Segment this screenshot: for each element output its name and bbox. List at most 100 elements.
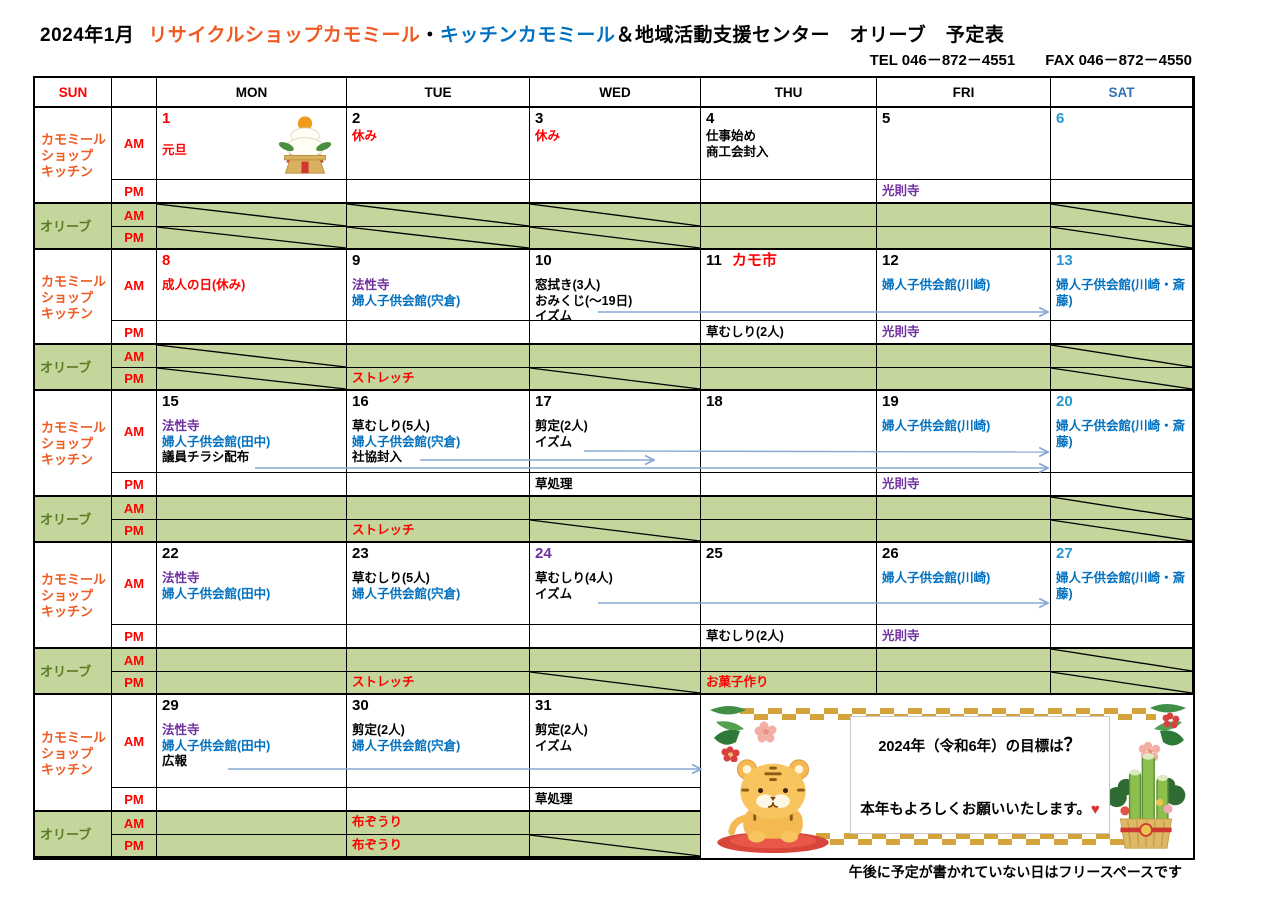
plum-blossom-red xyxy=(721,746,740,762)
page-title: 2024年1月 リサイクルショップカモミール・キッチンカモミール＆地域活動支援セン… xyxy=(40,20,1004,47)
schedule-entry: 剪定(2人) xyxy=(535,419,588,433)
tag-olive-pm: PM xyxy=(112,227,157,250)
closed-slash xyxy=(1051,368,1192,389)
header-THU: THU xyxy=(701,78,877,108)
day-number: 5 xyxy=(882,110,891,127)
w5-am-tue: 30 剪定(2人) 婦人子供会館(宍倉) xyxy=(347,695,530,788)
w1-pm-fri: 光則寺 xyxy=(877,180,1051,204)
w1-am-mon: 1 元旦 xyxy=(157,108,347,180)
schedule-entry: 婦人子供会館(宍倉) xyxy=(352,738,461,753)
w4-olive-am-tue xyxy=(347,649,530,672)
day-number: 8 xyxy=(162,252,171,269)
header-MON: MON xyxy=(157,78,347,108)
kagami-mochi-illustration xyxy=(278,116,332,174)
day-number: 19 xyxy=(882,393,899,410)
schedule-entry: 光則寺 xyxy=(882,184,920,198)
schedule-entry: 休み xyxy=(535,129,561,143)
w2-olive-pm-thu xyxy=(701,368,877,391)
closed-slash xyxy=(347,227,529,248)
tag-olive-am: AM xyxy=(112,649,157,672)
schedule-entry: 剪定(2人) xyxy=(535,723,588,737)
day-number: 30 xyxy=(352,697,369,714)
closed-slash xyxy=(530,227,700,248)
closed-slash xyxy=(157,227,346,248)
w1-pm-thu xyxy=(701,180,877,204)
schedule-entry: イズム xyxy=(535,434,573,449)
w3-olive-am-mon xyxy=(157,497,347,520)
day-number: 25 xyxy=(706,545,723,562)
closed-slash xyxy=(1051,520,1192,541)
tag-pm: PM xyxy=(112,180,157,204)
w1-olive-pm-thu xyxy=(701,227,877,250)
schedule-entry: 法性寺 xyxy=(162,571,200,585)
schedule-entry: 婦人子供会館(川崎) xyxy=(882,419,991,433)
w1-olive-pm-sat xyxy=(1051,227,1193,250)
day-number: 10 xyxy=(535,252,552,269)
schedule-entry: ストレッチ xyxy=(352,675,415,689)
day-number: 18 xyxy=(706,393,723,410)
w4-pm-wed xyxy=(530,625,701,649)
schedule-entry: 草処理 xyxy=(535,792,573,806)
schedule-entry: 商工会封入 xyxy=(706,144,769,159)
day-number: 15 xyxy=(162,393,179,410)
w4-olive-am-wed xyxy=(530,649,701,672)
closed-slash xyxy=(1051,345,1192,367)
w1-olive-am-wed xyxy=(530,204,701,227)
header-TUE: TUE xyxy=(347,78,530,108)
header-SUN: SUN xyxy=(35,78,112,108)
tag-olive-pm: PM xyxy=(112,368,157,391)
schedule-entry: お菓子作り xyxy=(706,675,769,689)
schedule-entry: 窓拭き(3人) xyxy=(535,278,601,292)
w3-pm-sat xyxy=(1051,473,1193,497)
closed-slash xyxy=(1051,649,1192,671)
row-label-chamomile: カモミール ショップ キッチン xyxy=(35,391,112,497)
day-number: 13 xyxy=(1056,252,1073,269)
w1-pm-tue xyxy=(347,180,530,204)
w3-olive-am-thu xyxy=(701,497,877,520)
title-suffix: 予定表 xyxy=(926,25,1005,46)
schedule-entry: 光則寺 xyxy=(882,629,920,643)
w2-olive-am-tue xyxy=(347,345,530,368)
w3-olive-pm-fri xyxy=(877,520,1051,543)
schedule-entry: イズム xyxy=(535,586,573,601)
w2-olive-pm-fri xyxy=(877,368,1051,391)
row-label-chamomile: カモミール ショップ キッチン xyxy=(35,108,112,204)
title-month: 2024年1月 xyxy=(40,25,135,46)
w1-olive-pm-fri xyxy=(877,227,1051,250)
w5-olive-pm-mon xyxy=(157,835,347,858)
schedule-entry: 草むしり(2人) xyxy=(706,629,784,643)
w5-pm-mon xyxy=(157,788,347,812)
w4-am-wed: 24 草むしり(4人) イズム xyxy=(530,543,701,625)
w1-olive-pm-wed xyxy=(530,227,701,250)
title-shop-kitchen: キッチンカモミール xyxy=(439,25,616,46)
schedule-entry: 婦人子供会館(宍倉) xyxy=(352,434,461,449)
w3-am-fri: 19 婦人子供会館(川崎) xyxy=(877,391,1051,473)
w2-olive-pm-tue: ストレッチ xyxy=(347,368,530,391)
day-number: 1 xyxy=(162,110,171,127)
tag-olive-am: AM xyxy=(112,812,157,835)
tag-pm: PM xyxy=(112,321,157,345)
w4-am-fri: 26 婦人子供会館(川崎) xyxy=(877,543,1051,625)
w4-am-tue: 23 草むしり(5人) 婦人子供会館(宍倉) xyxy=(347,543,530,625)
w4-olive-am-fri xyxy=(877,649,1051,672)
w4-olive-am-sat xyxy=(1051,649,1193,672)
w3-pm-thu xyxy=(701,473,877,497)
w1-pm-mon xyxy=(157,180,347,204)
schedule-entry: 法性寺 xyxy=(162,723,200,737)
day-number: 31 xyxy=(535,697,552,714)
w1-olive-pm-mon xyxy=(157,227,347,250)
day-number: 16 xyxy=(352,393,369,410)
w5-pm-tue xyxy=(347,788,530,812)
w3-olive-am-fri xyxy=(877,497,1051,520)
w3-olive-pm-sat xyxy=(1051,520,1193,543)
w4-pm-fri: 光則寺 xyxy=(877,625,1051,649)
greeting-goal-line: 2024年（令和6年）の目標は？ xyxy=(878,735,1082,755)
day-number: 27 xyxy=(1056,545,1073,562)
w4-olive-pm-mon xyxy=(157,672,347,695)
w4-am-mon: 22 法性寺 婦人子供会館(田中) xyxy=(157,543,347,625)
w2-pm-sat xyxy=(1051,321,1193,345)
closed-slash xyxy=(157,368,346,389)
schedule-entry: 婦人子供会館(川崎) xyxy=(882,571,991,585)
schedule-entry: おみくじ(～19日) xyxy=(535,293,633,308)
w2-pm-mon xyxy=(157,321,347,345)
